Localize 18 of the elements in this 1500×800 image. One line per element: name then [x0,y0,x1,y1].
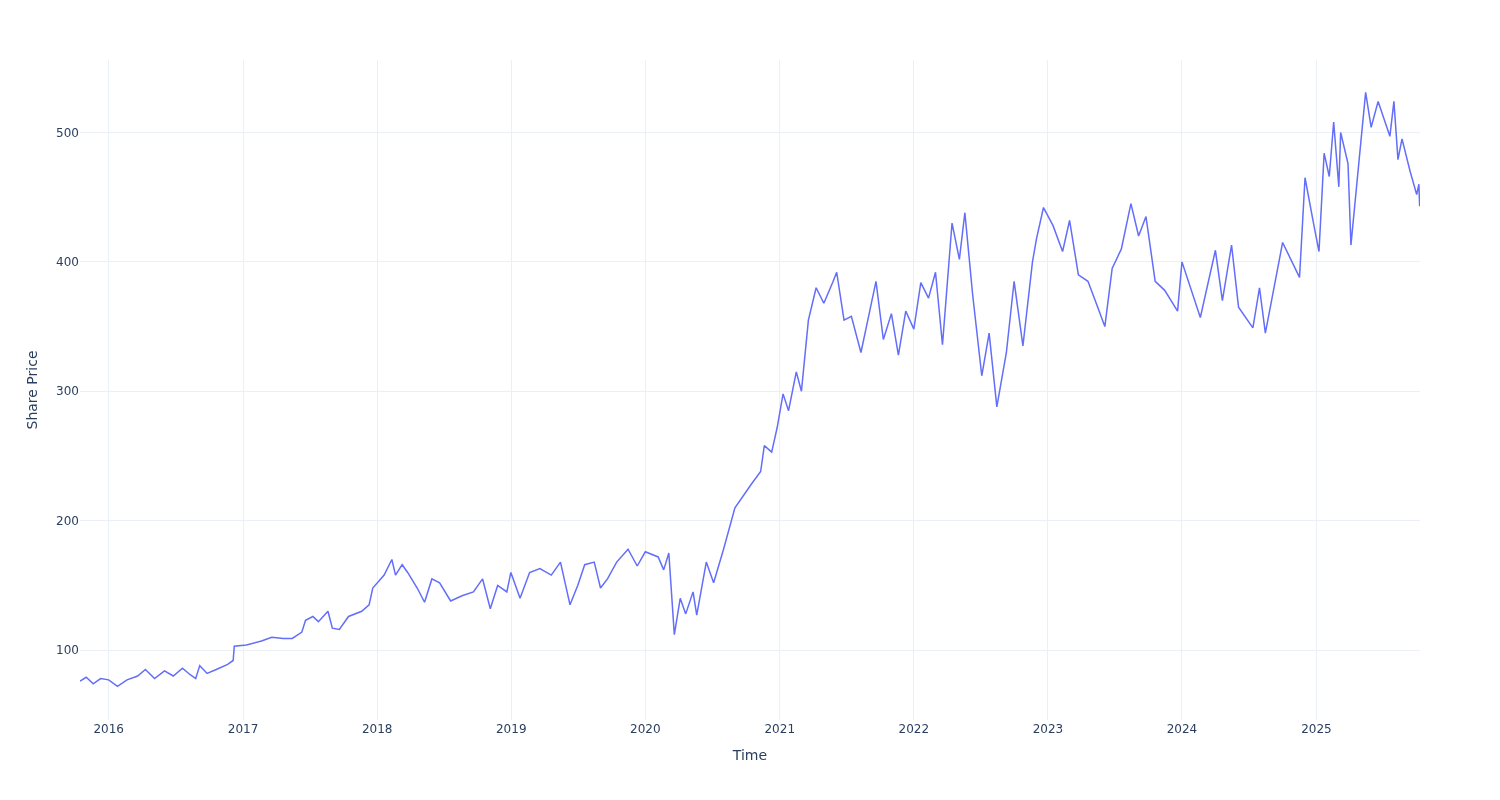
x-tick-label: 2023 [1032,722,1064,736]
y-tick-label: 100 [56,643,79,658]
x-tick-label: 2022 [898,722,930,736]
x-tick-label: 2024 [1166,722,1198,736]
x-tick-label: 2016 [93,722,124,736]
x-tick-label: 2017 [227,722,259,736]
x-axis-title: Time [731,747,768,764]
y-tick-label: 300 [56,384,79,399]
y-tick-label: 500 [56,125,79,140]
x-tick-label: 2019 [495,722,527,736]
x-tick-label: 2018 [361,722,393,736]
y-tick-label: 400 [56,255,79,270]
y-axis-title: Share Price [23,350,40,430]
x-tick-label: 2020 [630,722,661,736]
line-series [80,91,1420,688]
x-tick-label: 2021 [764,722,796,736]
y-tick-label: 200 [56,513,79,528]
x-tick-label: 2025 [1301,722,1332,736]
